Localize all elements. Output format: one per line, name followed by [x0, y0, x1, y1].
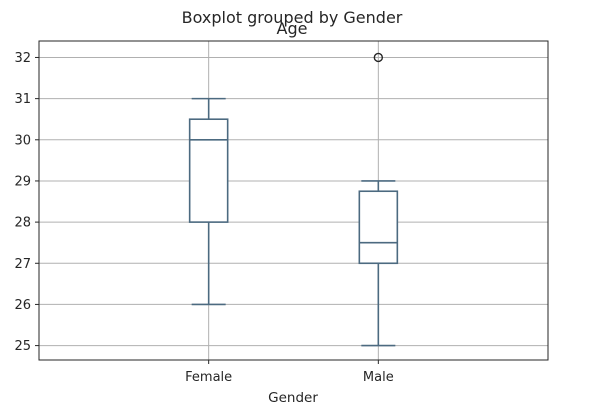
outlier-point — [373, 52, 384, 63]
grid-lines — [39, 41, 548, 360]
box-male — [358, 52, 399, 347]
iqr-box — [188, 118, 229, 223]
x-axis-label: Gender — [268, 390, 318, 406]
iqr-box — [358, 190, 399, 265]
axis-ticks: 25 26 27 28 29 30 31 32 Female Male — [14, 51, 393, 385]
boxes — [188, 52, 399, 347]
y-tick-label: 32 — [14, 51, 31, 66]
y-tick-label: 31 — [14, 92, 31, 107]
x-tick-label: Female — [185, 370, 232, 385]
y-tick-label: 30 — [14, 133, 31, 148]
box-female — [188, 97, 229, 306]
y-tick-label: 29 — [14, 174, 31, 189]
y-tick-label: 28 — [14, 216, 31, 231]
chart-suptitle: Boxplot grouped by Gender — [182, 8, 403, 27]
y-tick-label: 25 — [14, 339, 31, 354]
x-tick-label: Male — [363, 370, 394, 385]
y-tick-label: 27 — [14, 257, 31, 272]
chart-title: Age — [277, 19, 308, 38]
plot-frame — [38, 40, 549, 361]
y-tick-label: 26 — [14, 298, 31, 313]
